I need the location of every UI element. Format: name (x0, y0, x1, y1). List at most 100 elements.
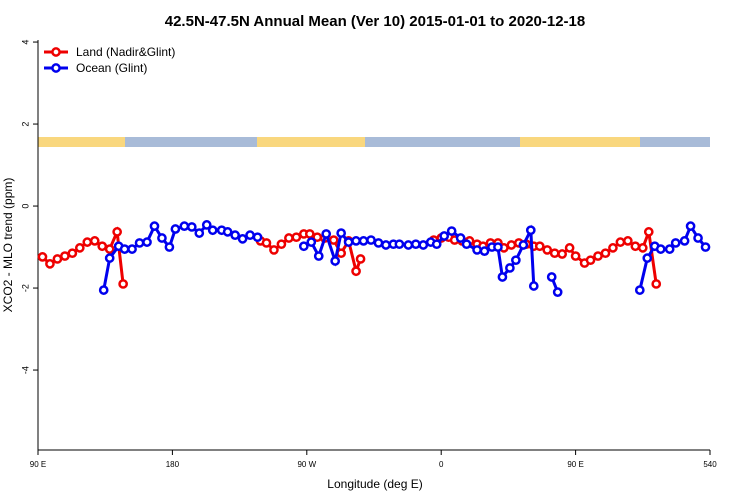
x-axis-label: Longitude (deg E) (327, 477, 422, 491)
data-point (104, 253, 115, 263)
data-point (630, 241, 641, 252)
data-point (201, 220, 212, 230)
data-point (170, 224, 181, 234)
data-point (98, 285, 109, 295)
data-point (410, 239, 421, 250)
data-point (104, 244, 115, 254)
data-point (142, 237, 152, 247)
data-point (542, 245, 553, 255)
data-point (615, 237, 626, 247)
data-point (207, 225, 218, 236)
data-point (298, 241, 309, 252)
data-point (112, 227, 122, 237)
data-point (89, 236, 100, 246)
data-point (700, 242, 711, 252)
data-point (634, 285, 645, 295)
x-tick-label: 180 (166, 460, 180, 469)
data-point (355, 254, 366, 264)
data-point (505, 263, 515, 273)
data-point (306, 237, 317, 247)
data-point (351, 236, 361, 246)
data-point (127, 244, 137, 254)
data-point (245, 230, 255, 241)
y-tick-label: 4 (20, 40, 30, 45)
data-point (564, 243, 575, 253)
y-tick-label: -2 (20, 284, 30, 292)
data-point (97, 241, 108, 252)
data-point (479, 246, 490, 256)
data-point (593, 251, 603, 261)
y-tick-label: 2 (20, 122, 30, 127)
data-point (157, 233, 167, 243)
data-point (328, 235, 339, 245)
x-tick-label: 90 E (567, 460, 583, 469)
data-point (358, 236, 369, 246)
data-point (693, 233, 703, 243)
data-point (179, 221, 190, 231)
data-point (230, 230, 240, 241)
data-point (670, 238, 681, 248)
data-point (497, 272, 508, 282)
data-point (570, 251, 581, 261)
data-point (651, 279, 662, 289)
y-axis-label: XCO2 - MLO trend (ppm) (1, 178, 15, 313)
data-point (608, 243, 618, 253)
data-point (261, 238, 272, 248)
data-point (685, 221, 696, 231)
y-tick-label: -4 (20, 366, 30, 374)
land-mask-band (38, 137, 710, 147)
data-point (455, 233, 466, 243)
data-point (373, 238, 384, 248)
data-point (222, 227, 233, 237)
legend-label: Land (Nadir&Glint) (76, 45, 175, 59)
data-point (164, 242, 175, 252)
data-point (336, 228, 346, 238)
x-tick-label: 90 W (297, 460, 316, 469)
data-point (269, 245, 279, 255)
data-point (276, 239, 287, 250)
data-point (313, 251, 324, 261)
data-point (549, 248, 560, 259)
data-point (403, 240, 414, 250)
data-point (366, 235, 376, 245)
data-point (60, 251, 70, 261)
data-point (511, 255, 521, 266)
data-point (321, 229, 332, 239)
data-point (446, 226, 457, 236)
data-point (585, 255, 596, 266)
data-point (528, 281, 539, 291)
data-point (381, 240, 391, 250)
data-point (664, 244, 675, 254)
data-point (149, 221, 160, 231)
data-point (439, 231, 450, 241)
data-point (643, 227, 654, 237)
data-point (600, 248, 611, 259)
data-point (642, 253, 653, 263)
legend-marker (51, 47, 61, 57)
data-point (431, 239, 442, 250)
data-point (37, 252, 48, 262)
data-point (186, 222, 197, 232)
chart-title: 42.5N-47.5N Annual Mean (Ver 10) 2015-01… (165, 13, 585, 30)
data-point (194, 228, 205, 238)
data-point (52, 254, 63, 264)
data-point (67, 248, 78, 259)
data-point (237, 234, 248, 244)
legend-marker (51, 63, 61, 73)
data-point (525, 225, 536, 236)
data-point (493, 242, 503, 252)
data-point (351, 266, 361, 277)
data-point (291, 232, 302, 243)
data-point (679, 236, 690, 246)
data-point (304, 229, 315, 239)
data-point (655, 244, 666, 254)
data-point (472, 245, 482, 255)
data-point (134, 238, 145, 248)
data-point (45, 259, 55, 269)
data-point (252, 232, 263, 243)
data-point (82, 237, 93, 247)
x-tick-label: 0 (439, 460, 444, 469)
data-point (461, 239, 472, 250)
data-point (557, 249, 568, 259)
